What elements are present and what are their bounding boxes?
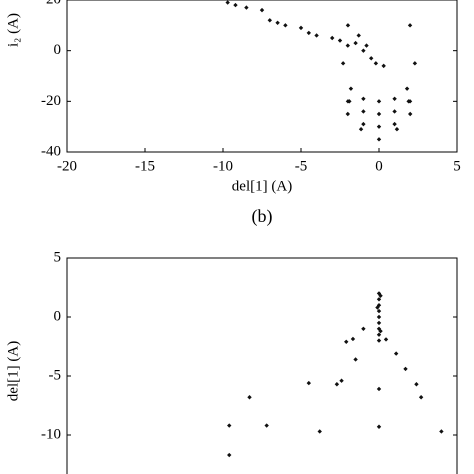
x-tick-label: -5 bbox=[295, 158, 308, 174]
point bbox=[376, 314, 382, 320]
point bbox=[412, 61, 418, 66]
point bbox=[306, 30, 311, 36]
point bbox=[227, 423, 232, 428]
y-tick-label: 20 bbox=[46, 0, 61, 7]
point bbox=[378, 328, 383, 334]
point bbox=[364, 43, 369, 48]
point bbox=[314, 33, 319, 38]
point bbox=[344, 339, 349, 344]
x-tick-label: -20 bbox=[57, 158, 77, 174]
point bbox=[337, 38, 343, 43]
point bbox=[375, 305, 380, 310]
y-axis-label: del[1] (A) bbox=[5, 341, 21, 401]
point bbox=[439, 429, 444, 434]
point bbox=[361, 96, 366, 101]
point bbox=[361, 109, 366, 114]
point bbox=[378, 293, 383, 298]
y-tick-label: -20 bbox=[41, 93, 61, 109]
point bbox=[392, 121, 397, 127]
point bbox=[408, 111, 413, 117]
x-axis-label: del[1] (A) bbox=[232, 178, 292, 194]
point bbox=[361, 121, 366, 127]
point bbox=[392, 96, 397, 101]
point bbox=[340, 61, 346, 66]
point bbox=[376, 424, 382, 429]
point bbox=[376, 386, 382, 392]
point bbox=[350, 336, 356, 342]
point bbox=[414, 382, 419, 387]
point bbox=[306, 380, 311, 386]
y-axis-label: i₂ (A) bbox=[5, 13, 21, 47]
point bbox=[247, 395, 252, 400]
y-tick-label: 5 bbox=[54, 249, 62, 265]
y-tick-label: 0 bbox=[54, 308, 62, 324]
y-tick-label: -40 bbox=[41, 143, 61, 159]
point bbox=[376, 124, 382, 129]
point bbox=[353, 40, 358, 46]
y-tick-label: 0 bbox=[54, 42, 62, 58]
point bbox=[353, 357, 358, 362]
point bbox=[356, 33, 361, 38]
point bbox=[345, 111, 350, 117]
point bbox=[244, 5, 249, 10]
point bbox=[361, 48, 366, 53]
point bbox=[264, 423, 269, 428]
point bbox=[298, 25, 304, 31]
point bbox=[317, 429, 322, 434]
point bbox=[267, 18, 272, 23]
point bbox=[376, 99, 382, 104]
point bbox=[225, 0, 230, 5]
point bbox=[345, 43, 350, 48]
point bbox=[406, 99, 411, 104]
point bbox=[376, 338, 382, 343]
point bbox=[404, 86, 410, 91]
point bbox=[383, 337, 389, 342]
point bbox=[407, 23, 413, 28]
x-tick-label: 0 bbox=[375, 158, 383, 174]
point bbox=[376, 308, 382, 314]
x-tick-label: -10 bbox=[213, 158, 233, 174]
point bbox=[358, 127, 364, 132]
point bbox=[381, 63, 386, 69]
point bbox=[259, 7, 265, 13]
y-tick-label: -5 bbox=[49, 367, 62, 383]
point bbox=[348, 86, 354, 91]
point bbox=[345, 23, 351, 28]
point bbox=[418, 395, 424, 400]
subtitle: (b) bbox=[252, 206, 273, 227]
point bbox=[376, 332, 382, 337]
x-tick-label: 5 bbox=[453, 158, 461, 174]
point bbox=[233, 2, 238, 8]
point bbox=[334, 382, 340, 387]
plot-frame bbox=[66, 0, 458, 153]
point bbox=[376, 111, 382, 117]
point bbox=[376, 297, 382, 302]
point bbox=[227, 452, 232, 458]
point bbox=[283, 23, 288, 28]
point bbox=[330, 35, 335, 41]
point bbox=[392, 109, 397, 114]
point bbox=[376, 137, 382, 142]
point bbox=[275, 20, 280, 25]
point bbox=[339, 378, 344, 383]
y-tick-label: -10 bbox=[41, 426, 61, 442]
point bbox=[394, 127, 400, 132]
point bbox=[361, 326, 366, 331]
point bbox=[373, 61, 379, 66]
point bbox=[393, 351, 399, 356]
plot-frame bbox=[66, 257, 458, 474]
point bbox=[347, 99, 352, 104]
x-tick-label: -15 bbox=[135, 158, 155, 174]
point bbox=[376, 320, 382, 326]
point bbox=[403, 366, 408, 372]
point bbox=[369, 56, 374, 61]
